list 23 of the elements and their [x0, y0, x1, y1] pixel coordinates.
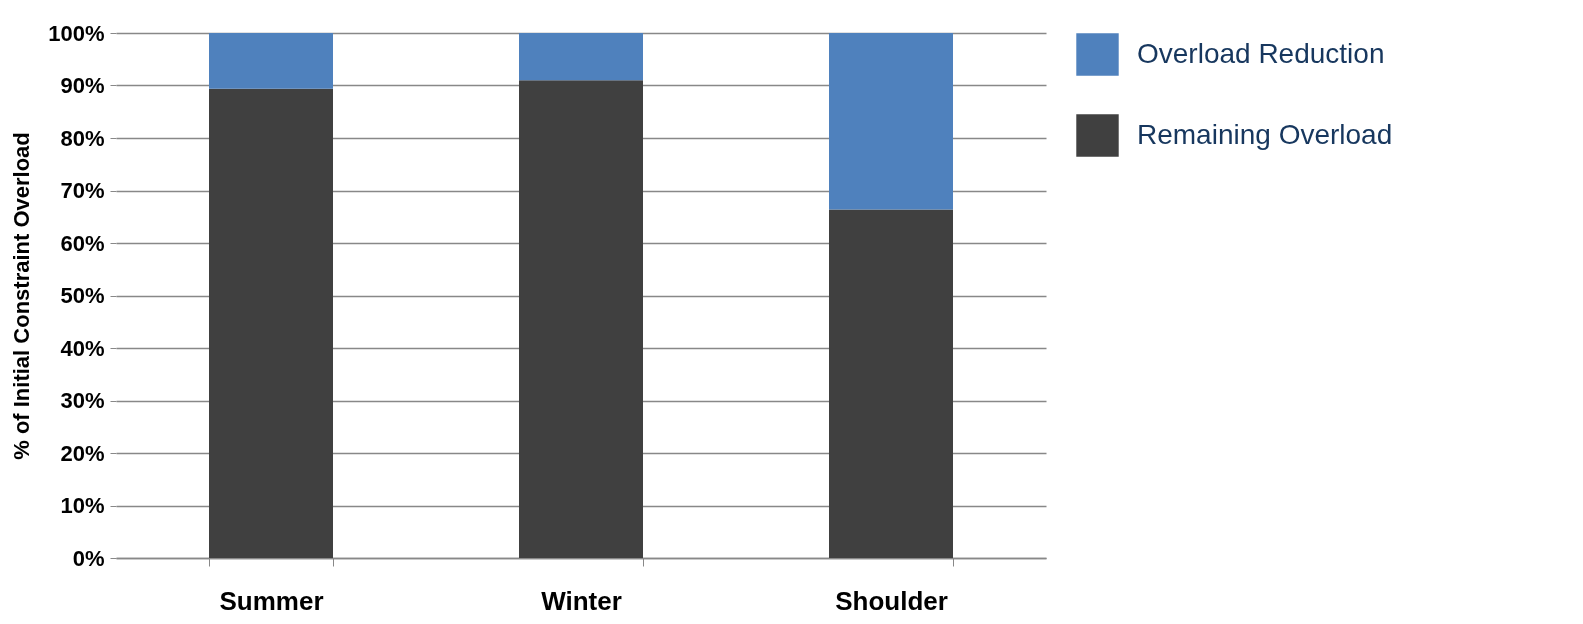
y-axis-title: % of Initial Constraint Overload: [9, 132, 35, 460]
y-tick-label: 90%: [60, 73, 105, 98]
y-tick-label: 20%: [60, 440, 105, 466]
y-tick-label: 50%: [60, 283, 105, 308]
y-tick-label: 100%: [48, 20, 105, 46]
bar: [829, 209, 953, 558]
legend-label: Overload Reduction: [1137, 37, 1385, 69]
bar: [519, 80, 643, 558]
bar: [209, 88, 333, 558]
y-tick-label: 70%: [60, 178, 105, 203]
legend-label: Remaining Overload: [1137, 118, 1393, 150]
x-tick-label: Summer: [219, 585, 324, 616]
bar: [209, 33, 333, 89]
x-tick-label: Winter: [541, 585, 622, 616]
x-tick-label: Shoulder: [835, 585, 948, 616]
y-tick-label: 30%: [60, 388, 105, 413]
y-tick-label: 80%: [60, 125, 105, 151]
y-tick-label: 10%: [60, 493, 105, 518]
y-tick-label: 60%: [60, 230, 105, 256]
y-tick-label: 40%: [60, 335, 105, 361]
bar: [829, 33, 953, 210]
bar: [519, 33, 643, 81]
y-tick-label: 0%: [72, 545, 105, 571]
